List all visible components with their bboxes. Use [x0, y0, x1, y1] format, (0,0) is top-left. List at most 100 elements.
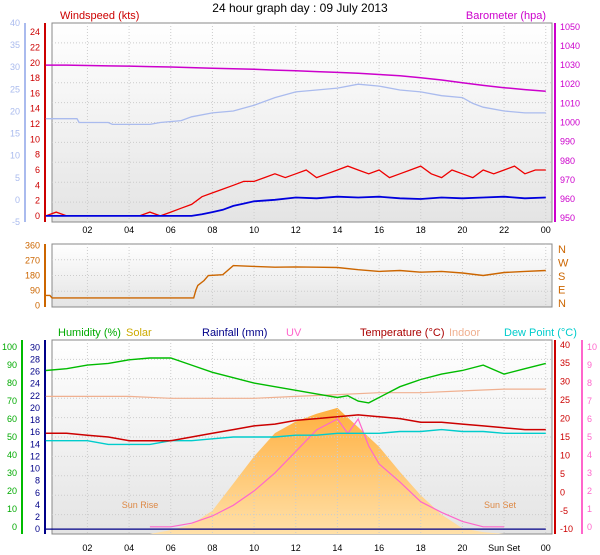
rainfall-tick: 2: [35, 512, 40, 522]
wind-pressure-panel: -505101520253035400246810121416182022249…: [10, 10, 580, 235]
wind-outer-tick: 5: [15, 173, 20, 183]
solar-area: [149, 407, 505, 534]
wind-inner-tick: 10: [30, 134, 40, 144]
temperature-tick: -10: [560, 524, 573, 534]
humidity-temperature-panel: 0102030405060708090100024681012141618202…: [2, 327, 597, 553]
p3-x-tick: 12: [291, 543, 301, 553]
p3-x-tick: 10: [249, 543, 259, 553]
pressure-tick: 1020: [560, 79, 580, 89]
barometer-line: [45, 64, 546, 93]
wind-inner-tick: 20: [30, 58, 40, 68]
uv-tick: 1: [587, 504, 592, 514]
humidity-tick: 30: [7, 468, 17, 478]
humidity-tick: 80: [7, 378, 17, 388]
wind-direction-plot-area: [51, 243, 553, 308]
humidity-tick: 90: [7, 360, 17, 370]
windspeed-legend: Windspeed (kts): [60, 10, 139, 22]
temperature-tick: -5: [560, 506, 568, 516]
humidity-tick: 100: [2, 342, 17, 352]
rainfall-tick: 28: [30, 354, 40, 364]
compass-tick: E: [558, 285, 565, 297]
wind-outer-tick: 0: [15, 195, 20, 205]
pressure-tick: 1010: [560, 98, 580, 108]
uv-tick: 6: [587, 414, 592, 424]
wind-inner-tick: 14: [30, 104, 40, 114]
uv-tick: 7: [587, 396, 592, 406]
humidity-temp-legend: Humidity (%) Solar Rainfall (mm) UV Temp…: [58, 327, 577, 339]
pressure-tick: 950: [560, 213, 575, 223]
legend-solar: Solar: [126, 327, 152, 339]
p3-x-tick: 00: [541, 543, 551, 553]
p1-x-tick: 18: [416, 225, 426, 235]
wind-inner-tick: 24: [30, 27, 40, 37]
rainfall-tick: 24: [30, 379, 40, 389]
temperature-tick: 5: [560, 469, 565, 479]
rainfall-tick: 30: [30, 342, 40, 352]
humidity-tick: 70: [7, 396, 17, 406]
humidity-tick: 10: [7, 504, 17, 514]
p1-x-tick: 08: [207, 225, 217, 235]
legend-temperature: Temperature (°C): [360, 327, 444, 339]
indoor-line: [45, 388, 546, 399]
compass-tick: N: [558, 244, 566, 256]
direction-tick: 0: [35, 300, 40, 310]
uv-line: [149, 417, 505, 528]
rainfall-tick: 16: [30, 427, 40, 437]
legend-indoor: Indoor: [449, 327, 481, 339]
rainfall-tick: 0: [35, 524, 40, 534]
temperature-tick: 20: [560, 414, 570, 424]
legend-dewpoint: Dew Point (°C): [504, 327, 577, 339]
temperature-tick: 15: [560, 432, 570, 442]
p1-x-tick: 22: [499, 225, 509, 235]
p1-x-tick: 16: [374, 225, 384, 235]
pressure-tick: 1030: [560, 60, 580, 70]
direction-tick: 180: [25, 271, 40, 281]
wind-inner-tick: 0: [35, 211, 40, 221]
compass-tick: S: [558, 271, 565, 283]
humidity-tick: 0: [12, 522, 17, 532]
pressure-tick: 1000: [560, 118, 580, 128]
uv-tick: 8: [587, 378, 592, 388]
wind-average-line: [45, 195, 546, 217]
page-title: 24 hour graph day : 09 July 2013: [212, 1, 388, 15]
pressure-tick: 990: [560, 137, 575, 147]
rainfall-tick: 10: [30, 464, 40, 474]
legend-rainfall: Rainfall (mm): [202, 327, 267, 339]
compass-tick: W: [558, 258, 569, 270]
rainfall-tick: 26: [30, 367, 40, 377]
wind-inner-tick: 22: [30, 42, 40, 52]
temperature-tick: 30: [560, 377, 570, 387]
rainfall-tick: 20: [30, 403, 40, 413]
legend-humidity: Humidity (%): [58, 327, 121, 339]
uv-tick: 0: [587, 522, 592, 532]
p1-x-tick: 00: [541, 225, 551, 235]
rainfall-tick: 8: [35, 476, 40, 486]
p3-x-tick: 14: [332, 543, 342, 553]
wind-outer-tick: 20: [10, 106, 20, 116]
humidity-tick: 20: [7, 486, 17, 496]
uv-tick: 9: [587, 360, 592, 370]
wind-direction-line: [45, 264, 546, 299]
wind-direction-light-line: [45, 83, 546, 126]
pressure-tick: 1050: [560, 22, 580, 32]
rainfall-tick: 12: [30, 451, 40, 461]
temperature-tick: 35: [560, 358, 570, 368]
direction-tick: 90: [30, 285, 40, 295]
wind-inner-tick: 4: [35, 180, 40, 190]
wind-outer-tick: 25: [10, 84, 20, 94]
uv-tick: 3: [587, 468, 592, 478]
p3-x-tick: 08: [207, 543, 217, 553]
pressure-tick: 1040: [560, 41, 580, 51]
rainfall-tick: 22: [30, 391, 40, 401]
p1-x-tick: 10: [249, 225, 259, 235]
temperature-line: [45, 414, 546, 442]
temperature-tick: 10: [560, 450, 570, 460]
rainfall-tick: 4: [35, 500, 40, 510]
compass-tick: N: [558, 298, 566, 310]
direction-tick: 360: [25, 241, 40, 251]
temperature-tick: 0: [560, 487, 565, 497]
pressure-tick: 970: [560, 175, 575, 185]
temperature-tick: 40: [560, 340, 570, 350]
